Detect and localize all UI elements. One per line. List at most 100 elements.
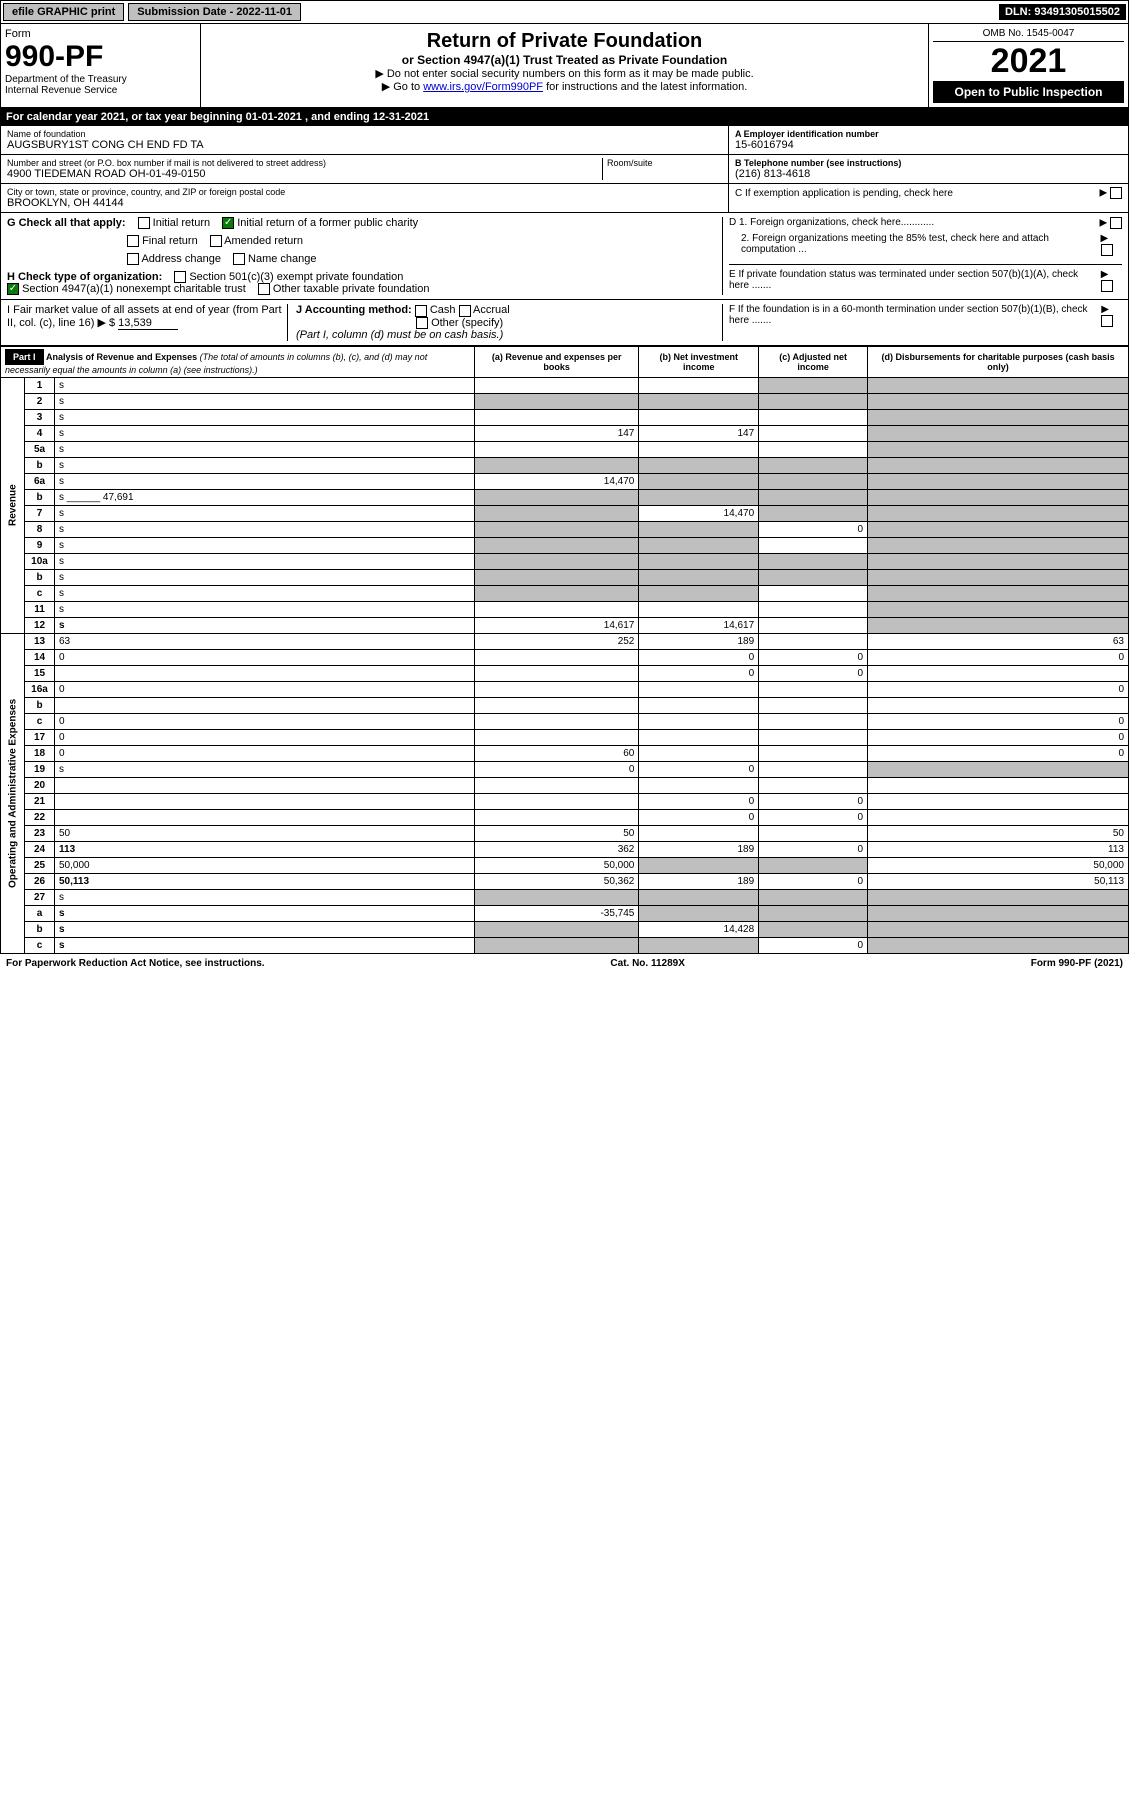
cell-b: 0 bbox=[639, 665, 759, 681]
row-number: 14 bbox=[25, 649, 55, 665]
chk-other-acct[interactable] bbox=[416, 317, 428, 329]
cell-b bbox=[639, 409, 759, 425]
row-number: 5a bbox=[25, 441, 55, 457]
cell-d bbox=[868, 489, 1129, 505]
h-label: H Check type of organization: bbox=[7, 271, 162, 283]
chk-address[interactable] bbox=[127, 253, 139, 265]
chk-final[interactable] bbox=[127, 235, 139, 247]
cell-b: 14,428 bbox=[639, 921, 759, 937]
row-number: 19 bbox=[25, 761, 55, 777]
i-j-section: I Fair market value of all assets at end… bbox=[0, 300, 1129, 345]
ein-label: A Employer identification number bbox=[735, 129, 1122, 139]
cell-b bbox=[639, 681, 759, 697]
row-number: a bbox=[25, 905, 55, 921]
cell-b bbox=[639, 745, 759, 761]
cell-a: -35,745 bbox=[475, 905, 639, 921]
row-desc: s bbox=[55, 553, 475, 569]
dln-label: DLN: 93491305015502 bbox=[999, 4, 1126, 20]
irs-link[interactable]: www.irs.gov/Form990PF bbox=[423, 81, 543, 93]
row-number: c bbox=[25, 937, 55, 953]
cell-c bbox=[759, 409, 868, 425]
cell-b bbox=[639, 729, 759, 745]
cell-c: 0 bbox=[759, 809, 868, 825]
chk-4947[interactable] bbox=[7, 283, 19, 295]
cell-b bbox=[639, 457, 759, 473]
e-checkbox[interactable] bbox=[1101, 280, 1113, 292]
cell-c bbox=[759, 505, 868, 521]
revenue-vert-label: Revenue bbox=[1, 377, 25, 633]
row-number: 7 bbox=[25, 505, 55, 521]
table-row: bs bbox=[1, 457, 1129, 473]
row-desc: s bbox=[55, 921, 475, 937]
table-row: 20 bbox=[1, 777, 1129, 793]
row-number: 23 bbox=[25, 825, 55, 841]
cell-d bbox=[868, 473, 1129, 489]
cell-b bbox=[639, 553, 759, 569]
row-desc: s bbox=[55, 585, 475, 601]
cell-c bbox=[759, 537, 868, 553]
cell-d bbox=[868, 441, 1129, 457]
table-row: 2550,00050,00050,000 bbox=[1, 857, 1129, 873]
efile-button[interactable]: efile GRAPHIC print bbox=[3, 3, 124, 21]
irs-label: Internal Revenue Service bbox=[5, 85, 196, 96]
row-desc: s bbox=[55, 505, 475, 521]
cell-b bbox=[639, 489, 759, 505]
city-label: City or town, state or province, country… bbox=[7, 187, 722, 197]
part1-table: Part I Analysis of Revenue and Expenses … bbox=[0, 346, 1129, 954]
cell-d bbox=[868, 665, 1129, 681]
footer-left: For Paperwork Reduction Act Notice, see … bbox=[6, 958, 265, 969]
chk-name[interactable] bbox=[233, 253, 245, 265]
cell-d: 0 bbox=[868, 745, 1129, 761]
chk-accrual[interactable] bbox=[459, 305, 471, 317]
cell-a bbox=[475, 393, 639, 409]
d1-checkbox[interactable] bbox=[1110, 217, 1122, 229]
cell-d: 113 bbox=[868, 841, 1129, 857]
cell-b bbox=[639, 937, 759, 953]
phone-value: (216) 813-4618 bbox=[735, 168, 1122, 180]
row-desc: 0 bbox=[55, 745, 475, 761]
cell-d bbox=[868, 761, 1129, 777]
cell-b: 147 bbox=[639, 425, 759, 441]
row-desc: s bbox=[55, 457, 475, 473]
cell-c bbox=[759, 569, 868, 585]
cell-a bbox=[475, 809, 639, 825]
row-desc bbox=[55, 777, 475, 793]
table-row: 140000 bbox=[1, 649, 1129, 665]
cell-a bbox=[475, 777, 639, 793]
part1-label: Part I bbox=[5, 349, 44, 365]
row-desc: 0 bbox=[55, 681, 475, 697]
row-number: 24 bbox=[25, 841, 55, 857]
chk-initial-former[interactable] bbox=[222, 217, 234, 229]
cell-a bbox=[475, 697, 639, 713]
chk-initial[interactable] bbox=[138, 217, 150, 229]
d2-checkbox[interactable] bbox=[1101, 244, 1113, 256]
g-h-section: G Check all that apply: Initial return I… bbox=[0, 213, 1129, 300]
cell-b bbox=[639, 521, 759, 537]
form-word: Form bbox=[5, 28, 196, 40]
calendar-year-row: For calendar year 2021, or tax year begi… bbox=[0, 108, 1129, 126]
row-number: b bbox=[25, 569, 55, 585]
chk-cash[interactable] bbox=[415, 305, 427, 317]
cell-b bbox=[639, 473, 759, 489]
room-label: Room/suite bbox=[607, 158, 722, 168]
c-label: C If exemption application is pending, c… bbox=[735, 188, 953, 199]
entity-info: Name of foundation AUGSBURY1ST CONG CH E… bbox=[0, 126, 1129, 213]
cell-d bbox=[868, 601, 1129, 617]
cell-c bbox=[759, 729, 868, 745]
row-desc: 50,000 bbox=[55, 857, 475, 873]
row-desc: s bbox=[55, 601, 475, 617]
row-desc: 0 bbox=[55, 649, 475, 665]
tax-year: 2021 bbox=[933, 42, 1124, 81]
submission-button[interactable]: Submission Date - 2022-11-01 bbox=[128, 3, 301, 21]
chk-amended[interactable] bbox=[210, 235, 222, 247]
chk-other-tax[interactable] bbox=[258, 283, 270, 295]
table-row: 2650,11350,362189050,113 bbox=[1, 873, 1129, 889]
cell-a bbox=[475, 793, 639, 809]
f-checkbox[interactable] bbox=[1101, 315, 1113, 327]
c-checkbox[interactable] bbox=[1110, 187, 1122, 199]
table-row: 11s bbox=[1, 601, 1129, 617]
cell-c bbox=[759, 633, 868, 649]
col-a-header: (a) Revenue and expenses per books bbox=[475, 346, 639, 377]
table-row: 16a00 bbox=[1, 681, 1129, 697]
chk-501c3[interactable] bbox=[174, 271, 186, 283]
